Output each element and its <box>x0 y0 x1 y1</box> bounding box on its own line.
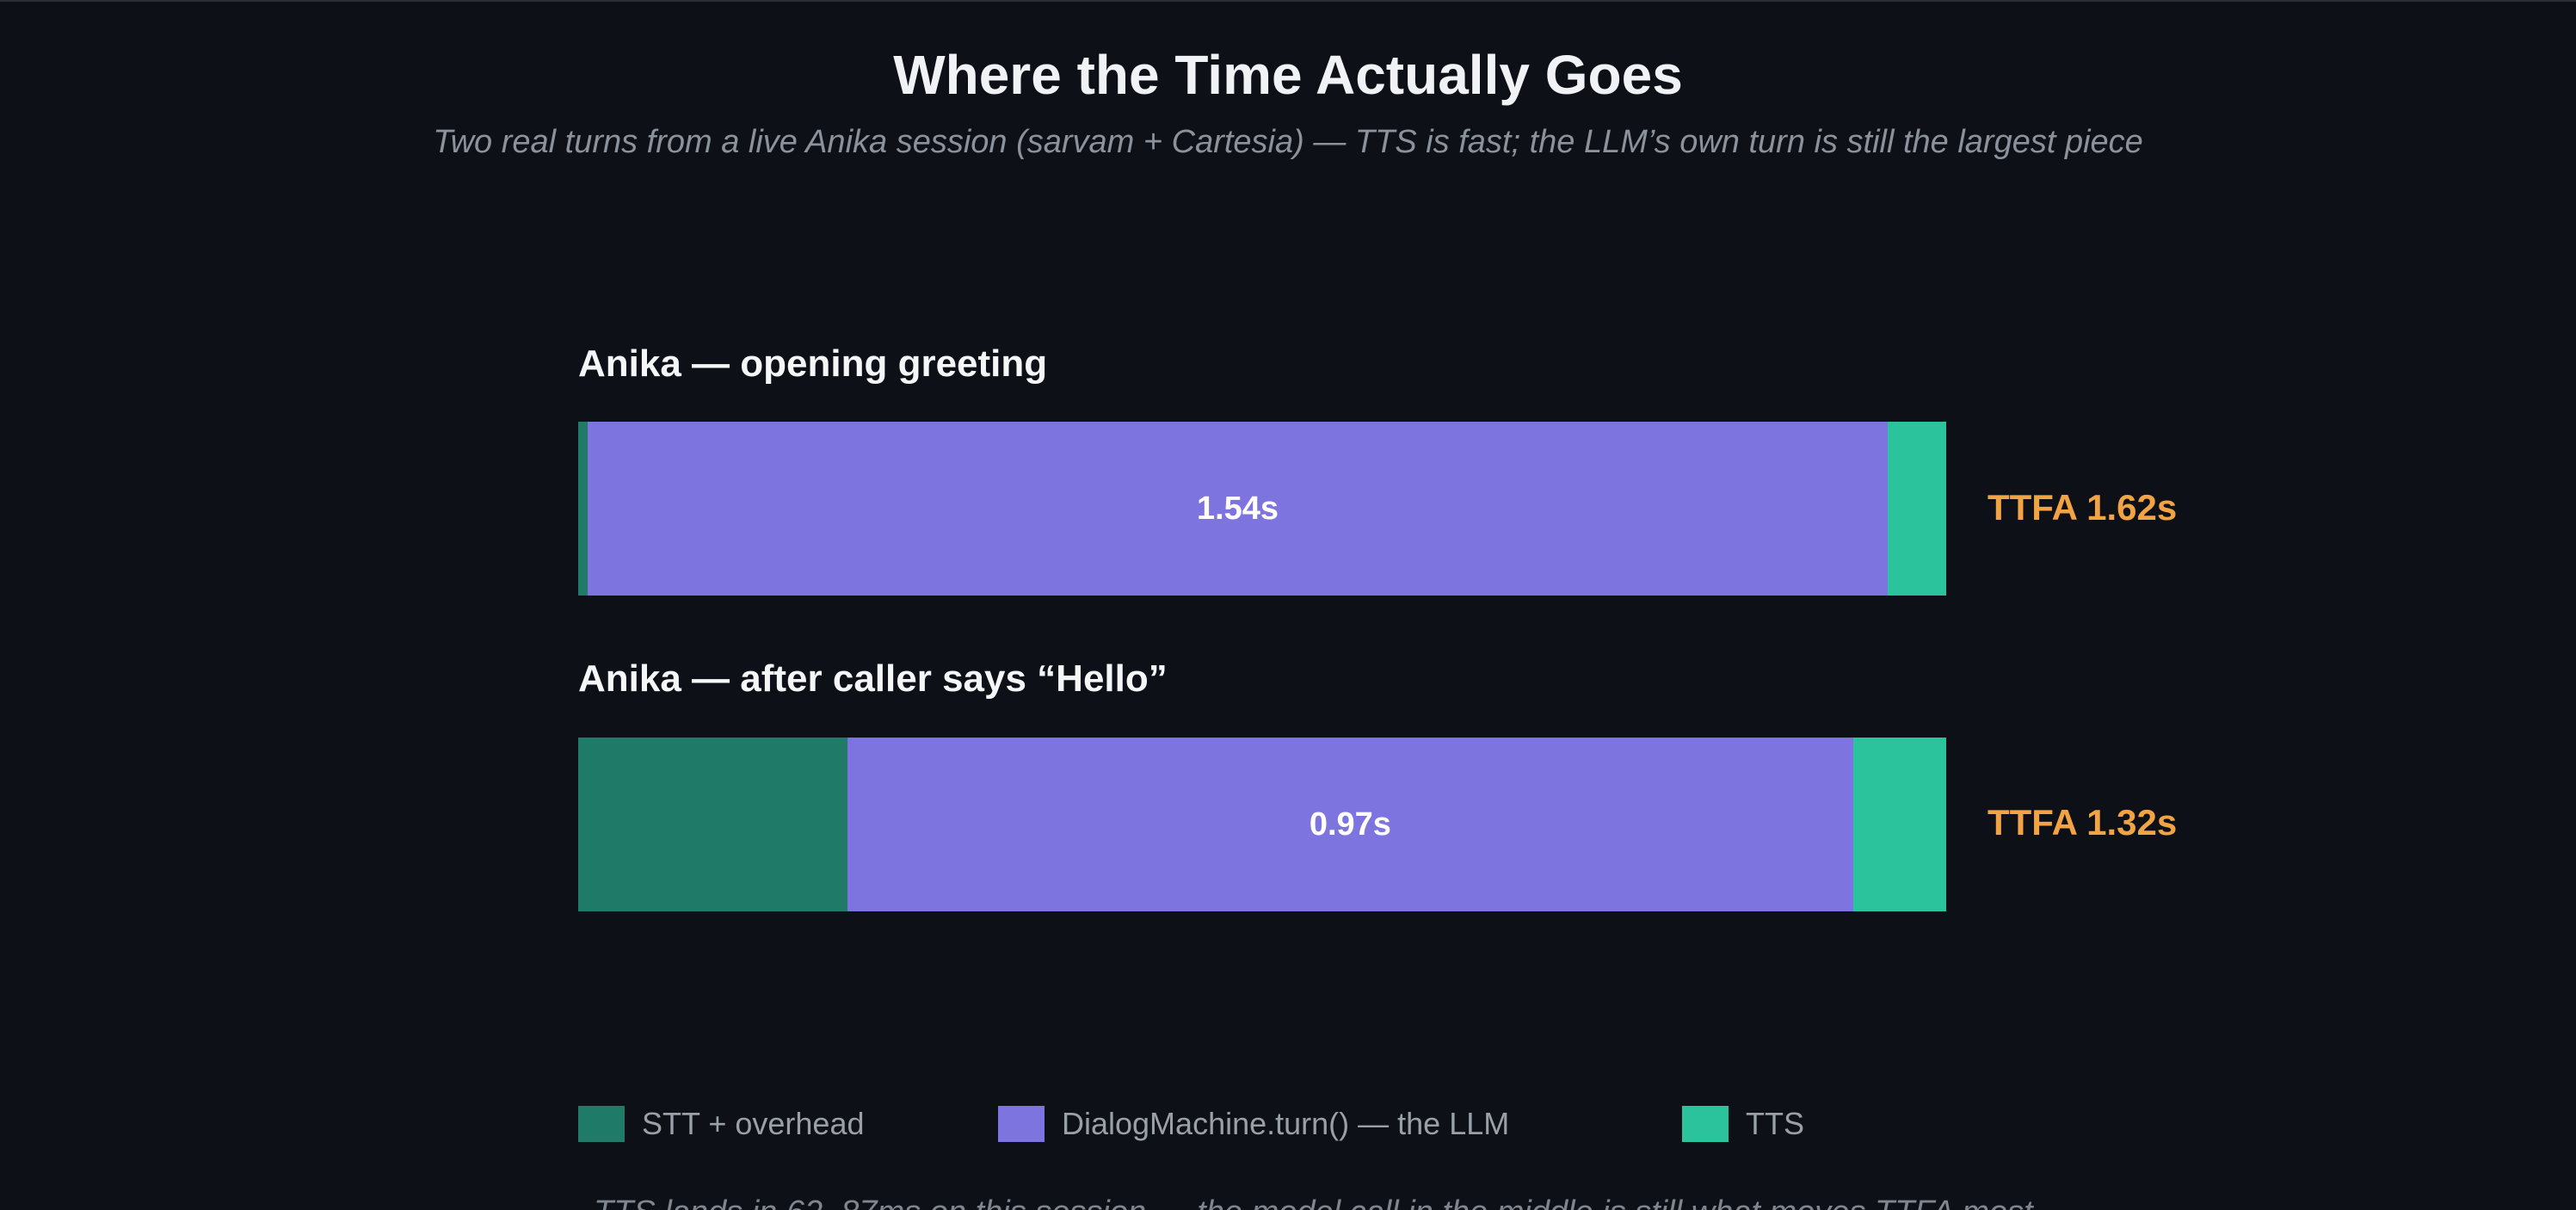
footnote: TTS lands in 62–87ms on this session — t… <box>594 1195 2042 1210</box>
legend-item-llm: DialogMachine.turn() — the LLM <box>998 1105 1509 1143</box>
row-label-after-hello: Anika — after caller says “Hello” <box>578 657 1168 700</box>
bar-opening-greeting: 1.54s <box>578 422 1946 596</box>
legend-item-stt: STT + overhead <box>578 1105 865 1143</box>
ttfa-label-opening-greeting: TTFA 1.62s <box>1987 487 2178 528</box>
chart-title: Where the Time Actually Goes <box>893 44 1683 106</box>
chart-subtitle: Two real turns from a live Anika session… <box>433 124 2143 160</box>
ttfa-label-after-hello: TTFA 1.32s <box>1987 802 2178 843</box>
legend-label-tts: TTS <box>1746 1106 1804 1141</box>
legend-item-tts: TTS <box>1682 1105 1804 1143</box>
legend-swatch-tts <box>1682 1106 1729 1142</box>
legend-swatch-stt <box>578 1106 625 1142</box>
legend-label-stt: STT + overhead <box>642 1106 865 1141</box>
bar-stt-segment <box>578 738 848 911</box>
bar-llm-segment <box>587 422 1889 596</box>
bar-after-hello: 0.97s <box>578 738 1946 911</box>
bar-llm-segment <box>847 738 1853 911</box>
bar-tts-segment <box>1888 422 1946 596</box>
row-label-opening-greeting: Anika — opening greeting <box>578 343 1048 385</box>
legend-label-llm: DialogMachine.turn() — the LLM <box>1062 1106 1510 1141</box>
legend-swatch-llm <box>998 1106 1045 1142</box>
bar-stt-segment <box>578 422 588 596</box>
bar-tts-segment <box>1852 738 1946 911</box>
